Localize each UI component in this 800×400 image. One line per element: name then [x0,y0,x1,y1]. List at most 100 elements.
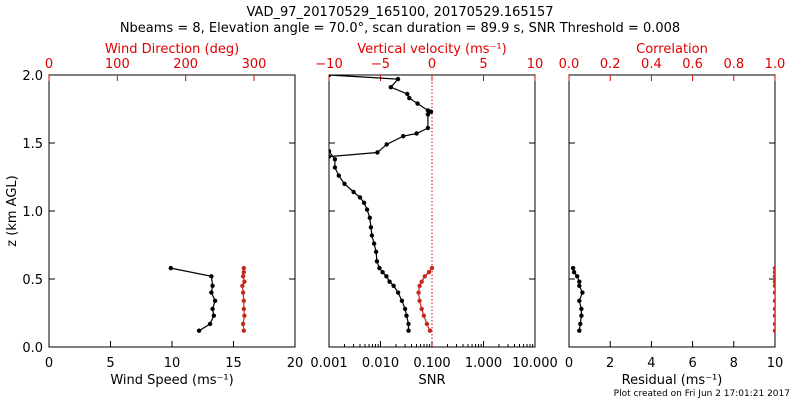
bottom-tick-label: 4 [647,356,655,371]
series-point [364,207,370,212]
top-axis-title: Wind Direction (deg) [105,42,239,57]
top-axis-title: Vertical velocity (ms⁻¹) [357,42,506,57]
bottom-tick-label: 8 [730,356,738,371]
series-point [416,290,421,295]
series-line [329,75,433,158]
series-point [395,76,401,82]
series-point [772,274,775,279]
series-point [395,290,401,295]
series-point [212,298,218,303]
series-point [241,298,246,303]
series-point [240,321,246,327]
top-tick-label: 0.4 [641,57,662,72]
y-tick-label: 1.0 [22,205,43,220]
series-point [424,321,430,327]
series-point [168,265,173,271]
bottom-tick-label: 0.100 [413,356,450,371]
series-point [405,91,410,97]
series-point [210,306,215,312]
series-point [377,265,382,271]
series-point [578,321,583,327]
series-point [427,328,433,333]
title-line-2: Nbeams = 8, Elevation angle = 70.0°, sca… [120,21,680,36]
series-point [415,101,420,106]
series-point [241,328,246,333]
series-point [577,279,582,284]
series-point [406,321,411,327]
series-point [332,157,338,162]
series-point [577,328,582,333]
series-point [772,283,775,288]
series-point [421,313,426,318]
series-point [404,313,409,318]
bottom-tick-label: 10.000 [512,356,558,371]
y-tick-label: 2.0 [22,69,43,84]
bottom-tick-label: 10 [164,356,181,371]
series-point [406,328,411,333]
top-tick-label: 5 [479,57,487,72]
top-tick-label: 0.0 [559,57,580,72]
series-point [374,259,380,264]
footer-timestamp: Plot created on Fri Jun 2 17:01:21 2017 [614,389,790,399]
series-point [772,290,775,295]
series-point [570,265,576,271]
series-point [207,321,213,327]
bottom-tick-label: 5 [106,356,114,371]
series-point [772,328,775,333]
title-line-1: VAD_97_20170529_165100, 20170529.165157 [247,5,554,20]
series-point [417,298,422,303]
top-tick-label: 0.6 [682,57,703,72]
series-point [367,215,372,220]
top-tick-label: 0.2 [600,57,621,72]
series-point [351,189,356,195]
series-point [422,274,427,279]
series-line [329,150,410,331]
series-point [196,328,202,333]
bottom-tick-label: 0.010 [362,356,399,371]
series-point [388,85,393,90]
top-tick-label: 100 [105,57,130,72]
series-point [329,75,332,78]
series-point [241,306,246,312]
series-point [772,313,775,318]
series-point [579,313,584,318]
series-point [429,265,435,271]
bottom-tick-label: 2 [606,356,614,371]
plot-area-vertical [329,75,435,333]
series-point [242,313,247,318]
top-tick-label: −10 [315,57,342,72]
bottom-tick-label: 10 [767,356,784,371]
plot-frame-residual [568,74,776,348]
plot-frame-wind [48,74,296,348]
top-tick-label: 0 [45,57,53,72]
y-tick-label: 0.0 [22,341,43,356]
series-point [399,298,405,303]
series-point [772,270,775,275]
series-point [361,200,367,205]
series-line [170,267,216,332]
series-point [772,265,775,271]
y-tick-label: 0.5 [22,273,43,288]
plot-area-wind [168,265,247,333]
bottom-tick-label: 20 [287,356,304,371]
top-axis-title: Correlation [636,42,708,57]
series-point [414,131,419,136]
series-point [209,290,214,295]
series-point [426,270,432,275]
bottom-tick-label: 6 [688,356,696,371]
series-point [384,274,389,279]
series-point [371,241,377,246]
top-tick-label: 10 [527,57,544,72]
series-point [375,150,380,155]
plot-area-residual [570,265,775,333]
series-point [240,290,246,295]
series-point [425,125,431,131]
series-point [336,173,341,178]
series-point [373,249,379,254]
series-point [368,225,374,230]
series-point [425,112,431,117]
series-point [387,279,392,284]
series-point [342,181,347,186]
series-point [772,279,775,284]
series-point [575,274,580,279]
